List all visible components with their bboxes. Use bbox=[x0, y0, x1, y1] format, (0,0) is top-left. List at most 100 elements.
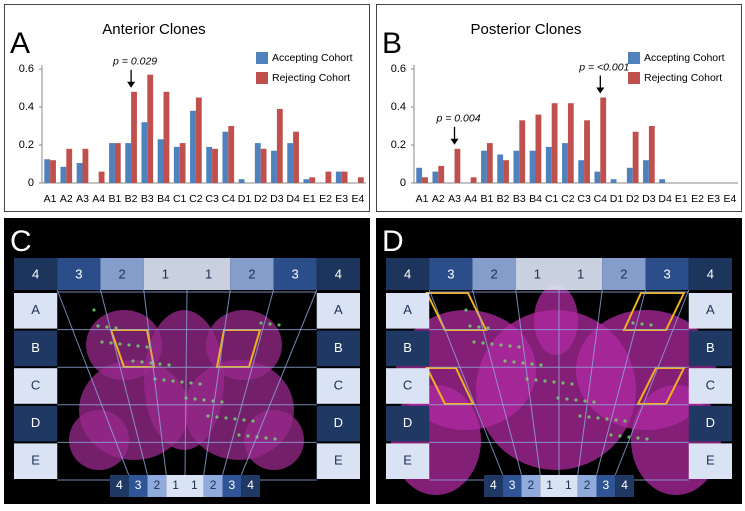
bar bbox=[584, 120, 590, 183]
x-tick-label: E4 bbox=[351, 193, 364, 205]
tissue-signal bbox=[145, 345, 149, 349]
bar bbox=[513, 150, 520, 183]
column-cell bbox=[316, 258, 360, 290]
row-cell bbox=[688, 443, 732, 479]
column-cell bbox=[14, 258, 58, 290]
tissue-signal bbox=[636, 436, 640, 440]
bar bbox=[335, 171, 342, 183]
row-cell bbox=[316, 293, 360, 329]
tissue-signal bbox=[264, 436, 268, 440]
bar bbox=[98, 171, 105, 183]
bar bbox=[357, 177, 364, 183]
tissue-signal bbox=[131, 359, 135, 363]
row-label: D bbox=[334, 415, 343, 430]
tissue-signal bbox=[596, 416, 600, 420]
grid-fan-line bbox=[143, 289, 167, 476]
bar bbox=[238, 179, 245, 183]
row-cell bbox=[688, 293, 732, 329]
x-tick-label: D4 bbox=[658, 193, 672, 205]
x-tick-label: B1 bbox=[108, 193, 121, 205]
x-tick-label: D3 bbox=[270, 193, 284, 205]
tissue-signal bbox=[645, 437, 649, 441]
tissue-signal bbox=[140, 360, 144, 364]
x-tick-label: E3 bbox=[335, 193, 348, 205]
bar bbox=[173, 146, 180, 183]
column-label: 4 bbox=[707, 266, 714, 281]
bar bbox=[481, 150, 487, 183]
tissue-signal bbox=[251, 419, 255, 423]
tissue-signal bbox=[481, 341, 485, 345]
annotation-arrowhead bbox=[450, 138, 459, 145]
tissue-signal bbox=[277, 323, 281, 327]
tissue-signal bbox=[233, 417, 237, 421]
x-tick-label: A1 bbox=[44, 193, 57, 205]
row-cell bbox=[688, 405, 732, 442]
row-cell bbox=[386, 443, 430, 479]
row-cell bbox=[14, 443, 58, 479]
grid-fan-line bbox=[222, 289, 274, 476]
legend-label: Rejecting Cohort bbox=[272, 72, 350, 84]
column-cell bbox=[688, 258, 732, 290]
column-cell bbox=[230, 258, 274, 290]
bar bbox=[470, 177, 477, 183]
tissue-signal bbox=[464, 308, 468, 312]
tissue-signal bbox=[583, 399, 587, 403]
tissue-signal bbox=[198, 382, 202, 386]
tissue-signal bbox=[242, 418, 246, 422]
bar bbox=[503, 160, 509, 183]
tissue-signal bbox=[561, 381, 565, 385]
bar bbox=[82, 148, 89, 183]
row-label: B bbox=[31, 340, 40, 355]
tissue-signal bbox=[570, 382, 574, 386]
x-tick-label: E2 bbox=[691, 193, 704, 205]
x-tick-label: D4 bbox=[286, 193, 300, 205]
y-tick-label: 0.2 bbox=[19, 139, 34, 151]
bottom-cell bbox=[241, 475, 260, 497]
chart-title: Posterior Clones bbox=[471, 21, 582, 38]
row-label: A bbox=[334, 302, 343, 317]
row-label: B bbox=[706, 340, 715, 355]
legend-label: Rejecting Cohort bbox=[644, 72, 722, 84]
tissue-signal bbox=[180, 380, 184, 384]
bar bbox=[179, 143, 186, 183]
grid-fan-line bbox=[100, 289, 148, 476]
tissue-signal bbox=[246, 434, 250, 438]
tissue-signal bbox=[127, 343, 131, 347]
x-tick-label: C4 bbox=[222, 193, 236, 205]
column-label: 1 bbox=[162, 266, 169, 281]
bar bbox=[44, 159, 51, 183]
x-tick-label: B1 bbox=[480, 193, 493, 205]
row-cell bbox=[316, 405, 360, 442]
tissue-signal bbox=[530, 362, 534, 366]
bottom-label: 4 bbox=[116, 478, 123, 492]
tissue-signal bbox=[578, 414, 582, 418]
chart-title: Anterior Clones bbox=[102, 21, 205, 38]
panel-letter: C bbox=[10, 225, 32, 258]
bottom-label: 2 bbox=[528, 478, 535, 492]
row-label: A bbox=[31, 302, 40, 317]
y-tick-label: 0.6 bbox=[391, 63, 406, 75]
bar bbox=[567, 103, 574, 183]
bar bbox=[341, 171, 348, 183]
bar bbox=[519, 120, 526, 183]
bar bbox=[163, 91, 170, 183]
row-cell bbox=[386, 405, 430, 442]
tissue-signal bbox=[92, 308, 96, 312]
bar bbox=[578, 160, 585, 183]
row-label: A bbox=[403, 302, 412, 317]
tissue-signal bbox=[534, 378, 538, 382]
tissue-signal bbox=[614, 418, 618, 422]
x-tick-label: C2 bbox=[561, 193, 575, 205]
column-label: 4 bbox=[404, 266, 411, 281]
legend-swatch bbox=[256, 52, 268, 64]
bottom-cell bbox=[502, 475, 522, 497]
bottom-cell bbox=[222, 475, 242, 497]
row-label: E bbox=[334, 453, 343, 468]
bar bbox=[600, 97, 607, 183]
bar bbox=[454, 148, 461, 183]
column-cell bbox=[57, 258, 101, 290]
column-cell bbox=[602, 258, 646, 290]
bottom-label: 3 bbox=[229, 478, 236, 492]
x-tick-label: C3 bbox=[205, 193, 219, 205]
